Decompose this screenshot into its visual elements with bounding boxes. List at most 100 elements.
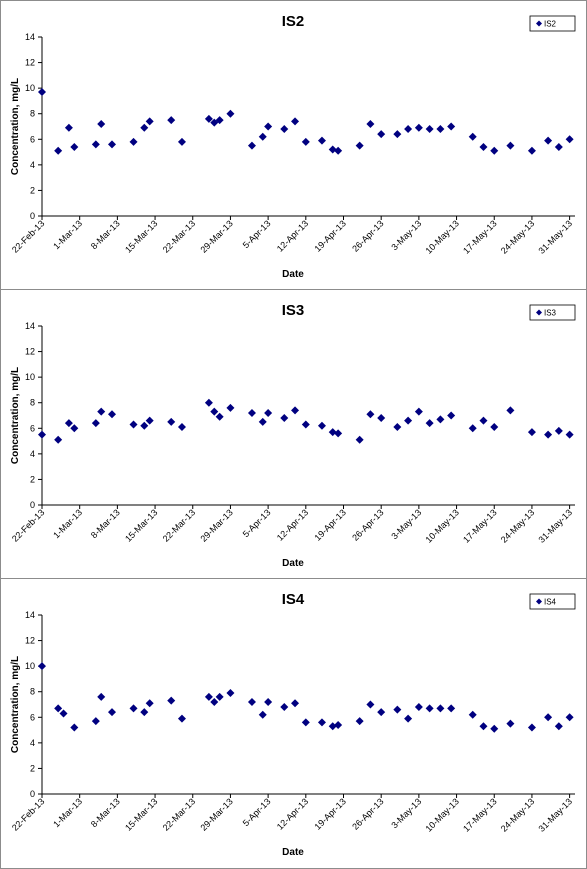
data-point	[468, 424, 477, 433]
data-point	[91, 717, 100, 726]
data-point	[177, 423, 186, 432]
data-point	[468, 132, 477, 141]
x-tick-label: 3-May-13	[389, 507, 423, 541]
data-point	[506, 141, 515, 150]
data-point	[506, 406, 515, 415]
x-tick-label: 22-Mar-13	[161, 796, 197, 832]
y-tick-label: 8	[30, 398, 35, 408]
data-point	[226, 109, 235, 118]
x-tick-label: 22-Feb-13	[10, 796, 46, 832]
x-tick-label: 12-Apr-13	[275, 218, 310, 253]
data-point	[291, 699, 300, 708]
data-point	[404, 125, 413, 134]
legend: IS4	[529, 593, 576, 610]
data-point	[70, 142, 79, 151]
data-point	[204, 398, 213, 407]
data-point	[404, 416, 413, 425]
data-point	[490, 724, 499, 733]
data-point	[301, 718, 310, 727]
data-point	[479, 142, 488, 151]
y-tick-label: 10	[25, 661, 35, 671]
data-point	[226, 403, 235, 412]
x-tick-label: 31-May-13	[537, 796, 574, 833]
data-point	[167, 417, 176, 426]
data-point	[479, 416, 488, 425]
data-point	[317, 136, 326, 145]
data-point	[404, 714, 413, 723]
data-point	[366, 410, 375, 419]
y-tick-label: 6	[30, 712, 35, 722]
x-tick-label: 29-Mar-13	[198, 796, 234, 832]
y-tick-label: 12	[25, 347, 35, 357]
x-tick-label: 24-May-13	[499, 218, 536, 255]
data-point	[129, 137, 138, 146]
x-tick-label: 17-May-13	[461, 218, 498, 255]
data-point	[377, 708, 386, 717]
x-axis-label: Date	[282, 847, 304, 858]
data-point	[264, 408, 273, 417]
chart-panel-is3: IS3 0 2 4 6 8 10 12 14 22-Feb-13 1-Mar-13 8-Mar-13 1…	[0, 289, 587, 579]
data-point	[301, 420, 310, 429]
y-tick-label: 8	[30, 687, 35, 697]
data-point	[140, 421, 149, 430]
data-point	[366, 700, 375, 709]
data-point	[565, 430, 574, 439]
data-point	[129, 420, 138, 429]
x-tick-label: 5-Apr-13	[241, 507, 273, 539]
data-point	[527, 723, 536, 732]
data-point	[264, 697, 273, 706]
data-point	[317, 718, 326, 727]
x-tick-label: 17-May-13	[461, 507, 498, 544]
x-tick-label: 22-Feb-13	[10, 218, 46, 254]
y-tick-label: 4	[30, 449, 35, 459]
data-point	[54, 704, 63, 713]
data-point	[215, 412, 224, 421]
x-tick-label: 10-May-13	[423, 218, 460, 255]
y-tick-label: 2	[30, 185, 35, 195]
data-point	[393, 423, 402, 432]
data-point	[145, 416, 154, 425]
y-tick-label: 8	[30, 109, 35, 119]
data-point	[264, 122, 273, 131]
x-tick-label: 22-Mar-13	[161, 218, 197, 254]
y-tick-label: 10	[25, 83, 35, 93]
legend: IS2	[529, 15, 576, 32]
data-point	[215, 116, 224, 125]
data-point	[64, 419, 73, 428]
data-point	[425, 125, 434, 134]
chart-title: IS4	[282, 591, 305, 608]
data-point	[280, 125, 289, 134]
x-tick-label: 19-Apr-13	[313, 796, 348, 831]
data-point	[70, 723, 79, 732]
data-point	[436, 704, 445, 713]
data-point	[177, 714, 186, 723]
data-point	[97, 692, 106, 701]
data-point	[97, 407, 106, 416]
y-tick-label: 10	[25, 372, 35, 382]
data-point	[366, 119, 375, 128]
data-point	[355, 435, 364, 444]
data-point	[145, 117, 154, 126]
x-tick-label: 3-May-13	[389, 218, 423, 252]
data-point	[554, 426, 563, 435]
data-point	[215, 692, 224, 701]
x-tick-label: 8-Mar-13	[89, 507, 122, 540]
chart-title: IS3	[282, 302, 305, 319]
y-tick-label: 0	[30, 789, 35, 799]
data-point	[64, 123, 73, 132]
data-point	[334, 429, 343, 438]
data-point	[226, 688, 235, 697]
data-point	[377, 130, 386, 139]
legend-box	[529, 304, 576, 321]
x-tick-label: 26-Apr-13	[350, 507, 385, 542]
y-axis-label: Concentration, mg/L	[10, 78, 21, 175]
data-point	[54, 146, 63, 155]
data-point	[414, 407, 423, 416]
data-point	[436, 415, 445, 424]
x-tick-label: 1-Mar-13	[51, 218, 84, 251]
data-point	[447, 411, 456, 420]
legend: IS3	[529, 304, 576, 321]
